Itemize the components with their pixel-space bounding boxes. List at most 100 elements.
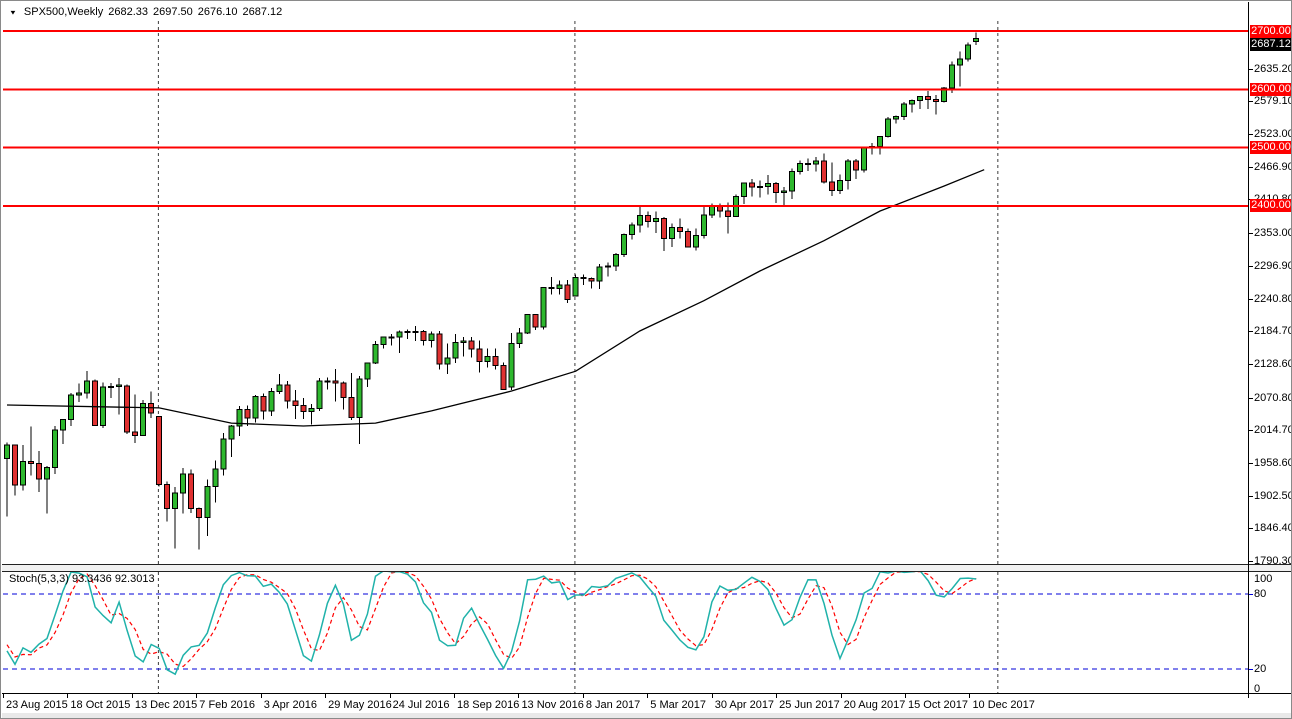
candle-body <box>476 348 483 362</box>
candle-body <box>548 286 555 290</box>
stoch-axis-label: 80 <box>1254 588 1267 600</box>
price-axis-label: 2014.70 <box>1254 424 1292 437</box>
stoch-signal-value: 92.3013 <box>114 573 155 585</box>
candle-body <box>244 409 251 419</box>
candle-body <box>20 461 27 486</box>
price-axis-tick <box>1249 68 1253 70</box>
candle-body <box>500 364 507 390</box>
price-axis-label: 2635.20 <box>1254 62 1292 75</box>
price-axis-label: 1902.50 <box>1254 489 1292 502</box>
candle-body <box>284 384 291 402</box>
candle-body <box>372 343 379 364</box>
price-axis-tick <box>1249 363 1253 365</box>
stoch-axis-label: 0 <box>1254 683 1261 695</box>
price-axis-tick <box>1249 331 1253 333</box>
candle-body <box>925 95 932 101</box>
candle-body <box>356 378 363 418</box>
candle-body <box>885 118 892 137</box>
candle-body <box>116 384 123 387</box>
candle-body <box>388 336 395 339</box>
price-level-badge: 2400.00 <box>1250 199 1291 213</box>
time-axis-label: 8 Jan 2017 <box>585 699 641 711</box>
candle-body <box>484 356 491 362</box>
price-axis-tick <box>1249 528 1253 530</box>
candle-body <box>4 444 10 460</box>
price-axis-label: 2070.80 <box>1254 391 1292 404</box>
price-axis-tick <box>1249 101 1253 103</box>
candle-body <box>332 380 339 384</box>
candle-body <box>68 394 75 421</box>
candle-body <box>524 314 531 334</box>
price-axis-label: 2240.80 <box>1254 292 1292 305</box>
candle-body <box>212 468 219 488</box>
price-axis-label: 2296.90 <box>1254 259 1292 272</box>
time-axis-tick <box>67 694 69 698</box>
candle-body <box>180 473 187 494</box>
time-axis-tick <box>582 694 584 698</box>
price-axis-tick <box>1249 134 1253 136</box>
candle-body <box>893 116 900 120</box>
price-axis-label: 2523.00 <box>1254 128 1292 141</box>
candle-body <box>628 224 635 235</box>
stoch-level-tick <box>1249 669 1253 670</box>
stochastic-panel[interactable] <box>3 572 1248 693</box>
symbol-period-label: SPX500,Weekly <box>23 6 104 18</box>
stoch-main-value: 93.3436 <box>71 573 112 585</box>
candle-body <box>748 182 755 188</box>
price-axis-label: 1958.60 <box>1254 456 1292 469</box>
candle-body <box>532 314 539 328</box>
candle-body <box>36 462 43 480</box>
time-axis-label: 15 Oct 2017 <box>908 699 968 711</box>
candle-body <box>324 380 331 383</box>
candle-body <box>156 416 163 485</box>
candle-body <box>468 340 475 350</box>
candle-body <box>805 162 811 165</box>
candle-body <box>268 391 275 412</box>
candle-body <box>877 135 884 147</box>
time-axis-tick <box>131 694 133 698</box>
candle-body <box>260 395 267 412</box>
candle-body <box>756 186 763 189</box>
panel-separator-handle[interactable] <box>2 565 1291 571</box>
window-bottom-strip <box>2 713 1291 718</box>
time-axis-tick <box>196 694 198 698</box>
candle-body <box>772 183 779 193</box>
time-axis-tick <box>969 694 971 698</box>
candle-body <box>292 400 299 407</box>
price-axis-tick <box>1249 462 1253 464</box>
candle-body <box>428 333 435 341</box>
time-axis-label: 5 Mar 2017 <box>650 699 706 711</box>
time-axis-tick <box>325 694 327 698</box>
candle-body <box>276 384 283 393</box>
time-axis-label: 23 Aug 2015 <box>6 699 68 711</box>
ohlc-close-value: 2687.12 <box>242 6 283 18</box>
candle-body <box>957 58 964 66</box>
candle-body <box>516 332 523 344</box>
candle-body <box>740 182 747 197</box>
time-axis-label: 13 Dec 2015 <box>134 699 198 711</box>
price-axis-label: 2466.90 <box>1254 160 1292 173</box>
candle-body <box>620 233 627 256</box>
price-level-badge: 2600.00 <box>1250 82 1291 96</box>
time-axis-label: 29 May 2016 <box>328 699 392 711</box>
candlestick-series <box>4 32 980 550</box>
candle-body <box>204 486 211 518</box>
candle-body <box>124 385 131 433</box>
price-axis-tick <box>1249 430 1253 432</box>
price-axis-label: 2579.10 <box>1254 95 1292 108</box>
price-axis-tick <box>1249 233 1253 235</box>
candle-body <box>436 333 443 365</box>
current-price-badge: 2687.12 <box>1250 38 1291 51</box>
ohlc-open-value: 2682.33 <box>108 6 148 18</box>
price-axis-label: 1846.40 <box>1254 522 1292 535</box>
price-level-badge: 2700.00 <box>1250 24 1291 38</box>
time-axis-line <box>2 693 1291 694</box>
candle-body <box>540 286 547 328</box>
price-axis-label: 2353.00 <box>1254 227 1292 240</box>
candle-body <box>140 402 147 436</box>
candle-body <box>236 409 243 427</box>
main-price-chart[interactable] <box>3 21 1248 564</box>
price-axis-line <box>1248 2 1249 698</box>
collapse-triangle-icon[interactable]: ▼ <box>9 8 17 17</box>
